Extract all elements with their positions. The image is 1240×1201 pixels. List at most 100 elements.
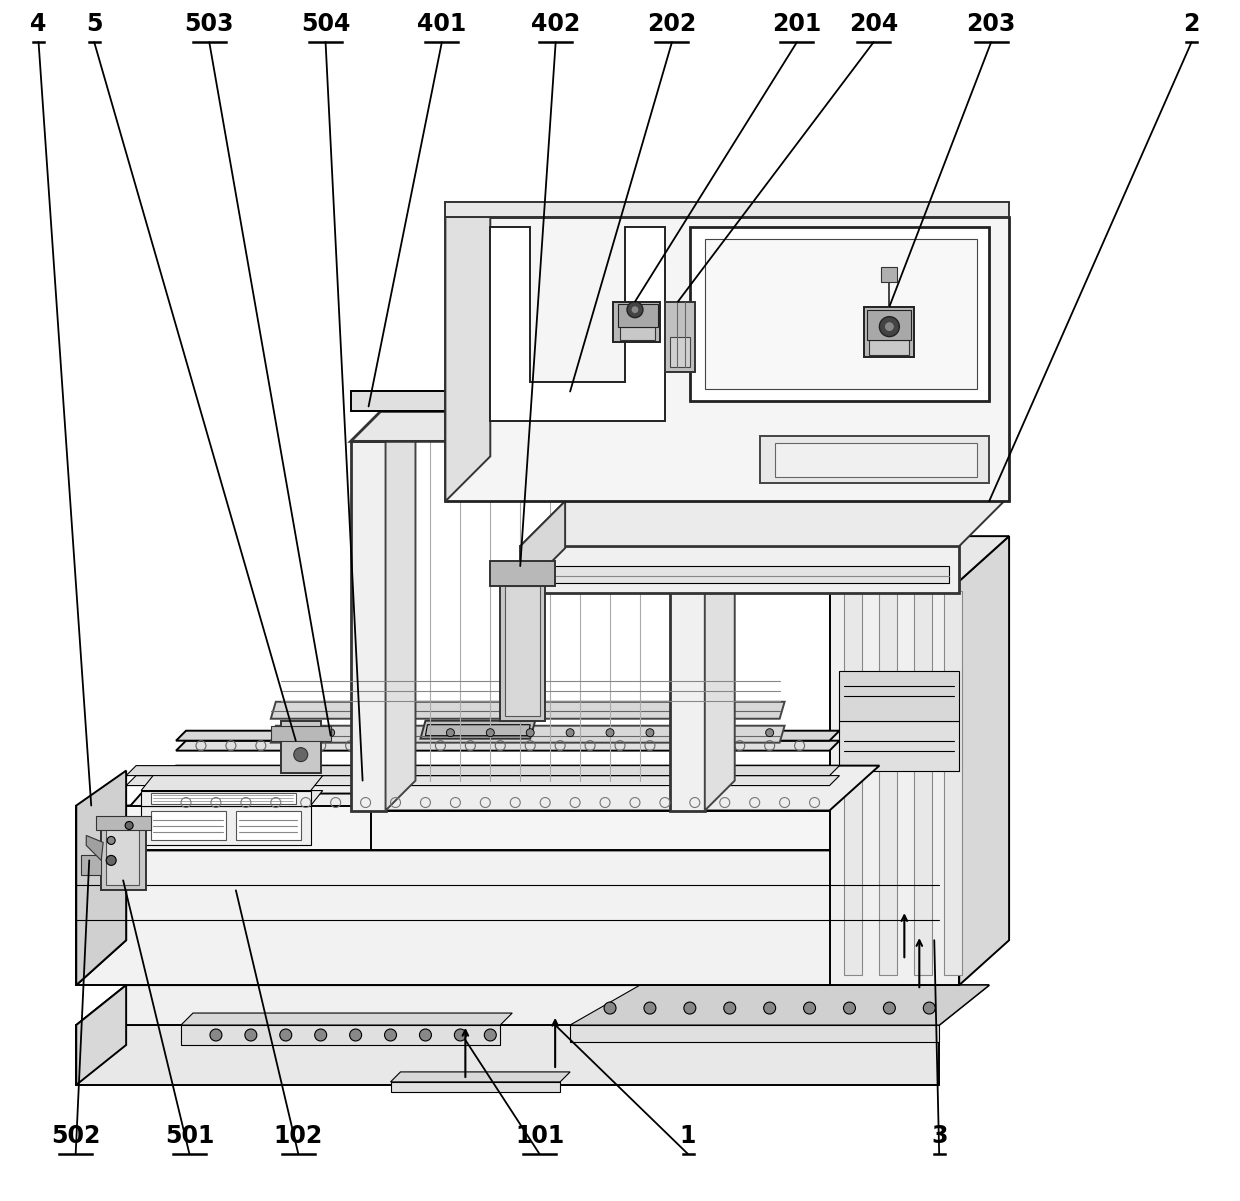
Text: 101: 101 xyxy=(515,1124,564,1148)
Polygon shape xyxy=(670,581,704,811)
Circle shape xyxy=(486,729,495,736)
Circle shape xyxy=(107,855,117,866)
Polygon shape xyxy=(141,790,311,806)
Polygon shape xyxy=(270,725,785,742)
Circle shape xyxy=(526,729,534,736)
Polygon shape xyxy=(176,730,839,741)
Text: 501: 501 xyxy=(165,1124,215,1148)
Text: 2: 2 xyxy=(1183,12,1200,36)
Polygon shape xyxy=(839,721,960,771)
Polygon shape xyxy=(445,202,1009,217)
Circle shape xyxy=(804,1002,816,1014)
Polygon shape xyxy=(126,765,839,776)
Polygon shape xyxy=(270,725,331,741)
Polygon shape xyxy=(445,217,1009,501)
Polygon shape xyxy=(839,671,960,721)
Polygon shape xyxy=(391,1082,560,1092)
Text: 204: 204 xyxy=(849,12,898,36)
Polygon shape xyxy=(914,591,932,975)
Circle shape xyxy=(843,1002,856,1014)
Polygon shape xyxy=(490,561,556,586)
Circle shape xyxy=(879,317,899,336)
Polygon shape xyxy=(386,412,415,811)
Polygon shape xyxy=(830,581,960,985)
Circle shape xyxy=(627,301,644,317)
Polygon shape xyxy=(960,536,1009,985)
Polygon shape xyxy=(77,985,990,1024)
Circle shape xyxy=(683,1002,696,1014)
Polygon shape xyxy=(351,442,386,811)
Polygon shape xyxy=(102,820,146,890)
Polygon shape xyxy=(521,546,960,593)
Polygon shape xyxy=(844,591,863,975)
Polygon shape xyxy=(87,836,103,860)
Circle shape xyxy=(125,821,133,830)
Polygon shape xyxy=(490,227,665,422)
Circle shape xyxy=(419,1029,432,1041)
Polygon shape xyxy=(775,443,977,477)
Text: 502: 502 xyxy=(51,1124,100,1148)
Circle shape xyxy=(244,1029,257,1041)
Text: 401: 401 xyxy=(417,12,466,36)
Polygon shape xyxy=(425,724,531,736)
Circle shape xyxy=(384,1029,397,1041)
Polygon shape xyxy=(570,1024,939,1042)
Polygon shape xyxy=(546,566,950,582)
Polygon shape xyxy=(77,806,126,985)
Polygon shape xyxy=(620,327,655,340)
Polygon shape xyxy=(77,850,939,985)
Circle shape xyxy=(315,1029,326,1041)
Polygon shape xyxy=(141,776,322,790)
Polygon shape xyxy=(351,392,704,412)
Polygon shape xyxy=(107,825,139,885)
Text: 3: 3 xyxy=(931,1124,947,1148)
Polygon shape xyxy=(141,806,311,846)
Polygon shape xyxy=(270,701,785,718)
Polygon shape xyxy=(505,586,541,716)
Polygon shape xyxy=(869,340,909,354)
Polygon shape xyxy=(77,1024,939,1085)
Circle shape xyxy=(294,748,308,761)
Text: 504: 504 xyxy=(301,12,350,36)
Polygon shape xyxy=(151,811,226,841)
Polygon shape xyxy=(864,306,914,357)
Circle shape xyxy=(485,1029,496,1041)
Circle shape xyxy=(724,1002,735,1014)
Polygon shape xyxy=(670,336,689,366)
Polygon shape xyxy=(82,855,102,876)
Circle shape xyxy=(454,1029,466,1041)
Text: 203: 203 xyxy=(966,12,1016,36)
Circle shape xyxy=(407,729,414,736)
Polygon shape xyxy=(77,811,830,850)
Polygon shape xyxy=(181,1014,512,1024)
Polygon shape xyxy=(236,811,301,841)
Circle shape xyxy=(765,729,774,736)
Polygon shape xyxy=(77,985,126,1085)
Text: 4: 4 xyxy=(30,12,47,36)
Circle shape xyxy=(631,306,639,313)
Polygon shape xyxy=(97,815,151,830)
Polygon shape xyxy=(126,794,396,811)
Circle shape xyxy=(107,836,115,844)
Text: 5: 5 xyxy=(86,12,103,36)
Circle shape xyxy=(604,1002,616,1014)
Circle shape xyxy=(567,729,574,736)
Circle shape xyxy=(644,1002,656,1014)
Circle shape xyxy=(725,729,734,736)
Circle shape xyxy=(210,1029,222,1041)
Polygon shape xyxy=(445,217,490,501)
Polygon shape xyxy=(944,591,962,975)
Polygon shape xyxy=(521,501,565,593)
Circle shape xyxy=(646,729,653,736)
Polygon shape xyxy=(868,310,911,340)
Circle shape xyxy=(326,729,335,736)
Polygon shape xyxy=(500,581,546,721)
Polygon shape xyxy=(665,301,694,371)
Polygon shape xyxy=(126,776,839,785)
Text: 102: 102 xyxy=(274,1124,322,1148)
Polygon shape xyxy=(760,436,990,483)
Circle shape xyxy=(446,729,454,736)
Text: 402: 402 xyxy=(531,12,580,36)
Polygon shape xyxy=(879,591,898,975)
Text: 503: 503 xyxy=(185,12,234,36)
